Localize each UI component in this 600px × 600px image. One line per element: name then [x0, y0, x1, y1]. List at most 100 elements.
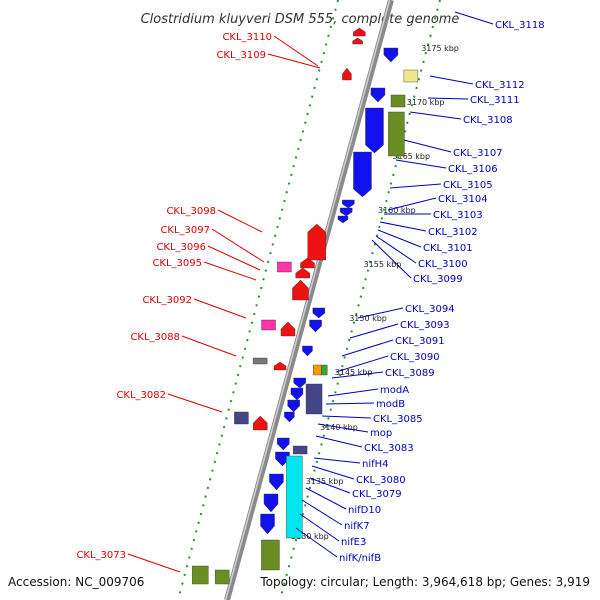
left-dotted-guide [177, 0, 339, 600]
right-leader-line [341, 339, 394, 357]
right-leader-line [454, 11, 494, 25]
gene-block [261, 539, 280, 571]
right-gene-label: CKL_3093 [400, 320, 450, 331]
right-gene-label: CKL_3100 [418, 259, 468, 270]
left-gene-label: CKL_3097 [160, 225, 210, 236]
reverse-gene-arrow [365, 107, 384, 154]
right-leader-line [335, 355, 389, 373]
genome-backbone [224, 0, 394, 600]
gene-labels: CKL_3110 CKL_3109 CKL_3098 CKL_3097 CKL_3096… [76, 20, 544, 564]
right-gene-label: CKL_3106 [448, 164, 498, 175]
right-leader-line [327, 388, 379, 397]
left-gene-label: CKL_3095 [152, 258, 202, 269]
forward-gene-arrow [253, 415, 268, 431]
right-leader-line [375, 235, 417, 264]
gene-block [292, 445, 308, 455]
forward-gene-arrow [295, 267, 310, 279]
right-leader-line [325, 402, 375, 405]
right-gene-label: CKL_3079 [352, 489, 402, 500]
right-leader-line [387, 197, 437, 211]
reverse-gene-arrow [309, 319, 322, 333]
reverse-gene-arrow [353, 151, 372, 198]
kbp-tick-label: 3145 kbp [335, 368, 373, 377]
forward-gene-arrow [307, 223, 326, 261]
reverse-gene-arrow [284, 411, 295, 423]
left-leader-line [193, 298, 247, 319]
reverse-gene-arrow [383, 47, 399, 63]
gene-block [277, 261, 292, 273]
accession-text: Accession: NC_009706 [8, 575, 144, 589]
forward-gene-arrow [280, 321, 296, 337]
right-leader-line [295, 527, 338, 558]
forward-gene-arrow [292, 279, 309, 301]
gene-features [192, 27, 419, 585]
right-leader-line [427, 97, 469, 100]
right-leader-line [299, 513, 340, 542]
left-leader-line [207, 245, 261, 271]
left-gene-label: CKL_3098 [166, 206, 216, 217]
kbp-tick-label: 3165 kbp [392, 152, 430, 161]
right-gene-label: CKL_3080 [356, 475, 406, 486]
kbp-tick-label: 3175 kbp [421, 44, 459, 53]
right-gene-label: nifK7 [344, 521, 370, 532]
gene-block [305, 383, 323, 415]
right-gene-label: CKL_3101 [423, 243, 473, 254]
left-gene-label: CKL_3096 [156, 242, 206, 253]
right-gene-label: nifD10 [348, 505, 381, 516]
right-leader-line [403, 139, 452, 153]
left-gene-label: CKL_3109 [216, 50, 266, 61]
forward-gene-arrow [352, 37, 363, 45]
right-leader-line [301, 499, 343, 526]
left-gene-label: CKL_3110 [222, 32, 272, 43]
reverse-gene-arrow [277, 437, 290, 451]
right-leader-line [379, 221, 427, 232]
forward-gene-arrow [353, 27, 366, 37]
right-gene-label: CKL_3089 [385, 368, 435, 379]
right-leader-line [311, 465, 355, 480]
right-leader-line [313, 457, 361, 464]
right-gene-label: modA [380, 385, 409, 396]
gene-block [234, 411, 249, 425]
left-gene-label: CKL_3082 [116, 390, 166, 401]
right-leader-line [305, 487, 347, 510]
reverse-gene-arrow [260, 513, 275, 535]
reverse-gene-arrow [269, 473, 284, 491]
right-gene-label: CKL_3107 [453, 148, 503, 159]
kbp-tick-label: 3150 kbp [349, 314, 387, 323]
reverse-gene-arrow [287, 399, 300, 413]
left-leader-line [181, 335, 237, 357]
left-gene-label: CKL_3092 [142, 295, 192, 306]
kbp-tick-label: 3170 kbp [407, 98, 445, 107]
gene-block [252, 357, 268, 365]
right-gene-label: CKL_3094 [405, 304, 455, 315]
kbp-tick-label: 3130 kbp [291, 532, 329, 541]
reverse-gene-arrow [339, 207, 353, 217]
gene-block [192, 565, 209, 585]
right-gene-label: CKL_3099 [413, 274, 463, 285]
right-leader-line [315, 435, 363, 448]
gene-block [286, 455, 303, 539]
forward-gene-arrow [273, 361, 287, 371]
right-leader-line [309, 477, 351, 494]
kbp-tick-label: 3160 kbp [378, 206, 416, 215]
label-leader-lines [127, 11, 494, 573]
right-leader-line [349, 323, 399, 339]
reverse-gene-arrow [342, 199, 355, 209]
gene-block [403, 69, 419, 83]
reverse-gene-arrow [290, 387, 304, 401]
right-gene-label: nifE3 [341, 537, 366, 548]
reverse-gene-arrow [337, 215, 349, 224]
reverse-gene-arrow [293, 377, 306, 389]
gene-block [313, 364, 322, 376]
right-gene-label: CKL_3102 [428, 227, 478, 238]
right-leader-line [377, 229, 422, 248]
right-leader-line [409, 111, 462, 120]
right-leader-line [395, 159, 447, 169]
right-gene-label: CKL_3112 [475, 80, 525, 91]
left-leader-line [127, 553, 181, 573]
gene-block [215, 569, 230, 585]
right-leader-line [357, 307, 404, 319]
right-leader-line [429, 75, 474, 85]
right-gene-label: CKL_3108 [463, 115, 513, 126]
